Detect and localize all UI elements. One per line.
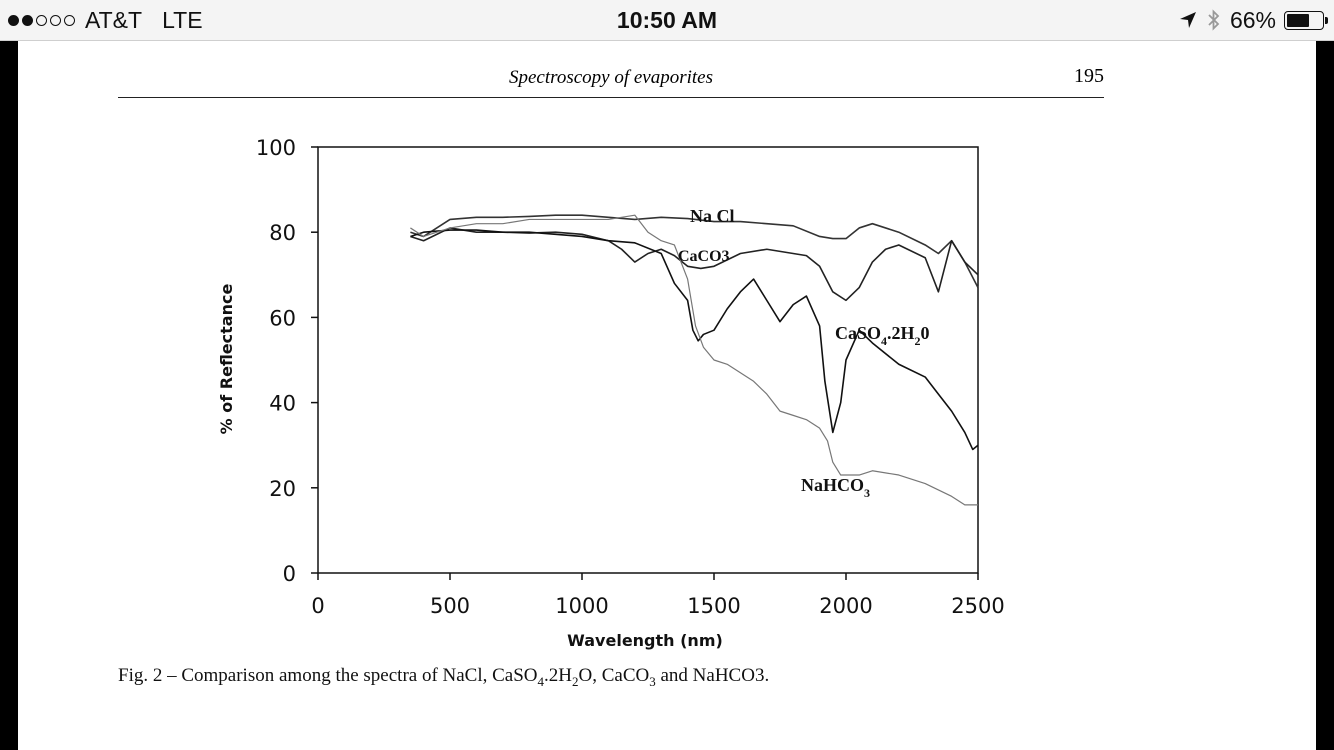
- bluetooth-icon: [1208, 9, 1220, 31]
- x-tick-label: 1500: [687, 594, 740, 618]
- signal-strength-icon: [8, 14, 75, 26]
- series-line-3: [410, 229, 979, 451]
- document-page[interactable]: Spectroscopy of evaporites 195 0 500 1000 1…: [18, 41, 1316, 750]
- x-tick-label: 1000: [555, 594, 608, 618]
- series-line-4: [410, 214, 978, 506]
- status-bar: AT&T LTE 10:50 AM 66%: [0, 0, 1334, 41]
- y-tick-label: 40: [269, 392, 296, 416]
- battery-fill: [1287, 13, 1309, 27]
- location-arrow-icon: [1179, 12, 1196, 28]
- series-label-caco3: CaCO3: [678, 248, 730, 265]
- running-head: Spectroscopy of evaporites 195: [118, 61, 1104, 98]
- y-axis-title: % of Reflectance: [217, 284, 236, 435]
- network-type: LTE: [162, 6, 203, 33]
- x-tick-label: 500: [430, 594, 470, 618]
- y-tick-label: 80: [269, 221, 296, 245]
- series-label-nacl: Na Cl: [690, 206, 735, 226]
- battery-percentage: 66%: [1229, 6, 1276, 33]
- running-title: Spectroscopy of evaporites: [508, 67, 714, 88]
- plot-frame: [317, 146, 979, 574]
- page-number: 195: [1074, 65, 1104, 87]
- status-bar-left: AT&T LTE: [8, 0, 203, 40]
- carrier-name: AT&T: [85, 6, 143, 33]
- reflectance-chart: 0 500 1000 1500 2000 2500 0 20 40 60 80 100 Wavelen…: [217, 136, 1005, 650]
- battery-icon: [1284, 10, 1328, 30]
- x-axis-title: Wavelength (nm): [567, 631, 723, 650]
- series-label-caso4: CaSO4.2H20: [835, 323, 930, 348]
- x-tick-label: 0: [311, 594, 324, 618]
- series-label-nahco3: NaHCO3: [801, 475, 870, 500]
- y-tick-label: 100: [256, 136, 296, 160]
- figure-caption: Fig. 2 – Comparison among the spectra of…: [118, 665, 770, 689]
- y-tick-label: 0: [283, 562, 296, 586]
- y-tick-label: 60: [269, 306, 296, 330]
- y-tick-label: 20: [269, 477, 296, 501]
- x-tick-label: 2500: [951, 594, 1004, 618]
- status-bar-right: 66%: [1178, 0, 1328, 40]
- clock: 10:50 AM: [616, 7, 718, 33]
- series-line-1: [410, 214, 979, 288]
- x-tick-label: 2000: [819, 594, 872, 618]
